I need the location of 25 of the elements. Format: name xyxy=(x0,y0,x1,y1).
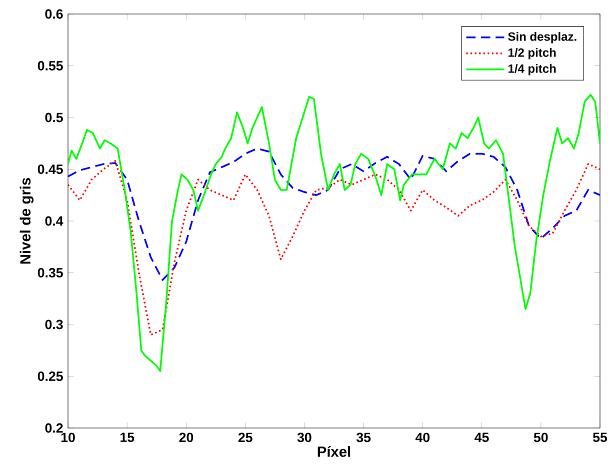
y-tick-label: 0.3 xyxy=(45,320,63,330)
legend-label: Sin desplaz. xyxy=(508,32,576,44)
x-tick-label: 50 xyxy=(534,432,548,442)
x-tick-label: 25 xyxy=(238,432,252,442)
y-tick-label: 0.2 xyxy=(45,423,63,433)
y-tick-label: 0.6 xyxy=(45,9,63,19)
x-tick-label: 30 xyxy=(297,432,312,442)
x-tick-label: 20 xyxy=(179,432,194,442)
x-tick-label: 10 xyxy=(61,432,75,442)
y-tick-label: 0.5 xyxy=(45,112,63,122)
x-tick-label: 35 xyxy=(356,432,371,442)
x-tick-label: 40 xyxy=(415,432,430,442)
x-tick-label: 55 xyxy=(593,432,608,442)
y-tick-label: 0.35 xyxy=(38,268,63,278)
legend-label: 1/2 pitch xyxy=(508,48,556,60)
y-tick-label: 0.25 xyxy=(38,372,63,381)
y-tick-label: 0.55 xyxy=(38,61,63,70)
y-axis-title: Nivel de gris xyxy=(20,178,34,264)
x-tick-label: 45 xyxy=(474,432,489,442)
line-series xyxy=(68,148,600,281)
x-tick-label: 15 xyxy=(120,432,134,442)
legend-label: 1/4 pitch xyxy=(508,64,556,76)
y-tick-label: 0.4 xyxy=(45,216,64,226)
x-axis-title: Píxel xyxy=(318,446,350,457)
y-tick-label: 0.45 xyxy=(38,164,63,174)
